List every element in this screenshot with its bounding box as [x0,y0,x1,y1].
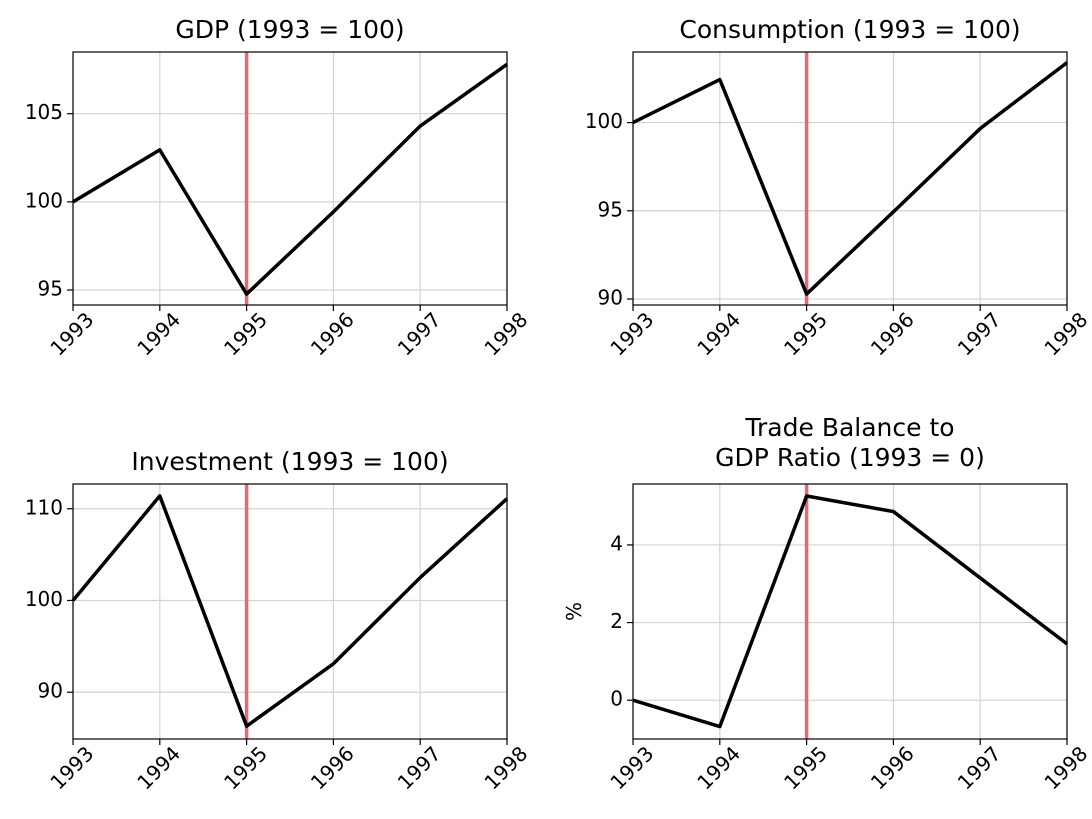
data-line [632,61,1069,296]
x-tick-label: 1998 [1039,741,1092,794]
y-tick-label: 95 [598,197,623,221]
x-tick-label: 1994 [132,741,185,794]
x-tick-label: 1995 [779,307,832,360]
x-tick-label: 1994 [692,307,745,360]
subplot: Trade Balance to GDP Ratio (1993 = 0)% 199… [562,413,1092,794]
x-tick-label: 1993 [605,307,658,360]
x-tick-label: 1997 [953,307,1006,360]
x-tick-label: 1993 [45,741,98,794]
data-line [72,62,509,296]
y-tick-label: 100 [25,587,63,611]
subplot: Investment (1993 = 100) 1993 1994 1995 1996 1… [25,447,533,794]
subplot-title: GDP (1993 = 100) [175,15,404,44]
subplot: Consumption (1993 = 100) 1993 1994 1995 1996… [585,15,1092,360]
x-tick-label: 1996 [306,741,359,794]
x-tick-label: 1994 [132,307,185,360]
axes-frame [72,483,508,740]
data-line [71,494,509,728]
x-tick-label: 1998 [1039,307,1092,360]
subplot-title: Consumption (1993 = 100) [679,15,1020,44]
x-tick-label: 1993 [605,741,658,794]
x-tick-label: 1993 [45,307,98,360]
y-tick-label: 100 [25,188,63,212]
x-tick-label: 1994 [692,741,745,794]
y-tick-label: 90 [38,679,63,703]
x-tick-label: 1997 [393,307,446,360]
y-axis-label: % [562,602,586,621]
y-tick-label: 105 [25,100,63,124]
axes-frame [632,483,1068,740]
x-tick-label: 1997 [953,741,1006,794]
x-tick-label: 1996 [306,307,359,360]
x-tick-label: 1997 [393,741,446,794]
x-tick-label: 1998 [479,741,532,794]
y-tick-label: 100 [585,109,623,133]
axes-frame [632,51,1068,306]
y-tick-label: 0 [610,687,623,711]
subplot-title: Trade Balance to GDP Ratio (1993 = 0) [715,413,985,472]
y-tick-label: 95 [38,277,63,301]
x-tick-label: 1996 [866,741,919,794]
subplot: GDP (1993 = 100) 1993 1994 1995 1996 1997 1998… [25,15,533,360]
y-tick-label: 4 [610,531,623,555]
x-tick-label: 1995 [779,741,832,794]
axes-frame [72,51,508,306]
y-tick-label: 90 [598,286,623,310]
x-tick-label: 1998 [479,307,532,360]
x-tick-label: 1995 [219,307,272,360]
y-tick-label: 2 [610,609,623,633]
data-line [632,494,1069,729]
subplot-title: Investment (1993 = 100) [131,447,448,476]
x-tick-label: 1995 [219,741,272,794]
y-tick-label: 110 [25,495,63,519]
x-tick-label: 1996 [866,307,919,360]
